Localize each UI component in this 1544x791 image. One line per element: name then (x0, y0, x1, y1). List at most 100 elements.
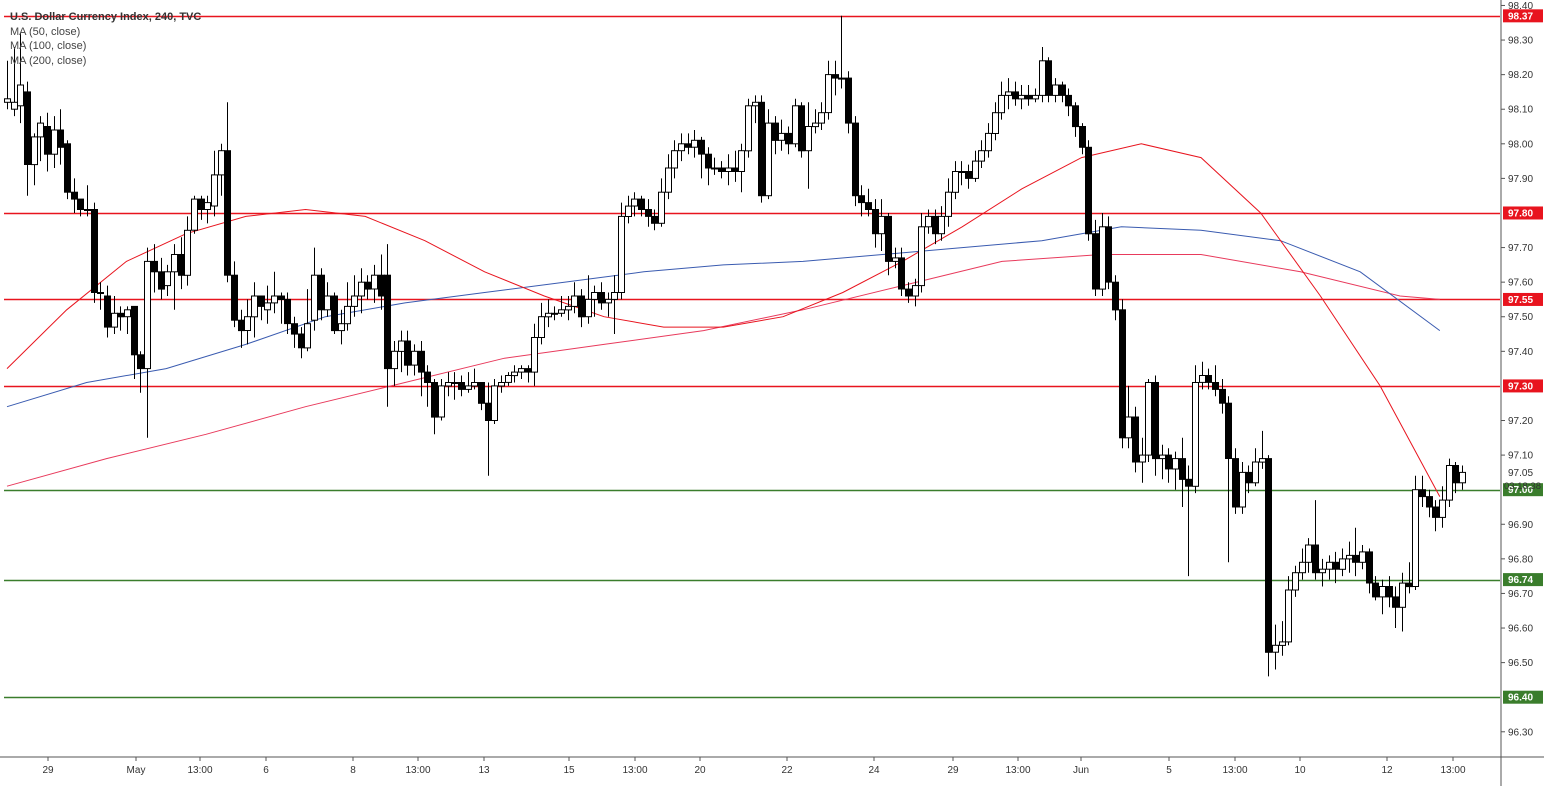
candle-bullish[interactable] (665, 167, 672, 193)
candle-bearish[interactable] (645, 209, 652, 217)
candle-bearish[interactable] (1179, 458, 1186, 480)
candle-bullish[interactable] (531, 337, 538, 373)
candle-bearish[interactable] (478, 382, 485, 404)
candle-bearish[interactable] (131, 305, 138, 356)
candle-bullish[interactable] (1039, 60, 1046, 96)
candle-bearish[interactable] (852, 122, 859, 197)
candle-bullish[interactable] (812, 122, 819, 128)
candle-bullish[interactable] (445, 382, 452, 387)
candle-bullish[interactable] (778, 132, 785, 141)
candle-bearish[interactable] (772, 122, 779, 141)
candle-bullish[interactable] (938, 215, 945, 235)
candle-bearish[interactable] (525, 368, 532, 373)
candle-bullish[interactable] (671, 150, 678, 169)
candle-bullish[interactable] (1172, 458, 1179, 470)
candle-bullish[interactable] (1399, 582, 1406, 608)
candle-bullish[interactable] (271, 295, 278, 304)
candle-bearish[interactable] (1352, 554, 1359, 563)
ma100-legend[interactable]: MA (100, close) (10, 40, 87, 52)
candle-bullish[interactable] (992, 112, 999, 134)
candle-bearish[interactable] (1265, 458, 1272, 653)
candle-bullish[interactable] (945, 191, 952, 217)
level-price-badge[interactable] (1503, 206, 1543, 220)
candle-bearish[interactable] (224, 150, 231, 276)
candle-bullish[interactable] (438, 385, 445, 418)
candle-bullish[interactable] (972, 160, 979, 179)
candle-bearish[interactable] (1119, 309, 1126, 439)
candle-bullish[interactable] (144, 260, 151, 370)
candle-bearish[interactable] (1205, 375, 1212, 383)
candle-bearish[interactable] (1366, 551, 1373, 584)
candle-bearish[interactable] (758, 101, 765, 197)
level-price-badge[interactable] (1503, 292, 1543, 306)
candle-bullish[interactable] (498, 382, 505, 387)
candle-bullish[interactable] (371, 274, 378, 290)
candle-bullish[interactable] (211, 174, 218, 207)
candle-bearish[interactable] (872, 209, 879, 235)
candle-bullish[interactable] (344, 305, 351, 325)
candle-bullish[interactable] (338, 323, 345, 332)
candle-bullish[interactable] (398, 340, 405, 352)
candle-bearish[interactable] (732, 167, 739, 172)
candle-bullish[interactable] (491, 385, 498, 421)
candle-bearish[interactable] (258, 295, 265, 307)
candle-bearish[interactable] (705, 153, 712, 169)
candle-bullish[interactable] (31, 136, 38, 166)
candle-bearish[interactable] (284, 298, 291, 325)
candle-bearish[interactable] (1105, 226, 1112, 283)
candle-bearish[interactable] (1079, 126, 1086, 148)
candle-bearish[interactable] (178, 254, 185, 276)
ma50-legend[interactable]: MA (50, close) (10, 25, 81, 38)
candle-bearish[interactable] (1386, 586, 1393, 598)
candle-bullish[interactable] (171, 254, 178, 273)
candle-bearish[interactable] (1132, 416, 1139, 463)
candle-bullish[interactable] (585, 298, 592, 318)
candle-bearish[interactable] (238, 319, 245, 332)
candle-bearish[interactable] (231, 274, 238, 321)
candle-bearish[interactable] (1212, 382, 1219, 390)
candle-bullish[interactable] (391, 350, 398, 370)
candle-bearish[interactable] (1072, 105, 1079, 128)
candle-bearish[interactable] (1165, 454, 1172, 470)
candle-bullish[interactable] (1099, 226, 1106, 290)
candle-bearish[interactable] (578, 295, 585, 318)
candle-bearish[interactable] (798, 105, 805, 152)
candle-bullish[interactable] (1326, 561, 1333, 570)
candle-bearish[interactable] (1059, 84, 1066, 96)
candle-bearish[interactable] (291, 323, 298, 335)
time-scale[interactable]: 29 May 13:00 6 8 13:00 13 15 13:00 20 22 24 29 13:00 J… (0, 756, 1544, 776)
candle-bullish[interactable] (51, 129, 58, 155)
candle-bullish[interactable] (218, 150, 225, 176)
price-scale[interactable]: 98.40 98.30 98.20 98.10 98.00 97.90 97.70 97.60… (1500, 0, 1543, 786)
candle-bullish[interactable] (1279, 641, 1286, 646)
candle-bullish[interactable] (1199, 375, 1206, 383)
candle-bullish[interactable] (738, 150, 745, 172)
candle-bullish[interactable] (1018, 94, 1025, 100)
candle-bullish[interactable] (1139, 454, 1146, 463)
candle-bearish[interactable] (404, 340, 411, 366)
candle-bullish[interactable] (37, 122, 44, 138)
candle-bullish[interactable] (465, 385, 472, 390)
candle-bullish[interactable] (1292, 572, 1299, 591)
candle-bullish[interactable] (958, 171, 965, 173)
candle-bullish[interactable] (805, 126, 812, 152)
candle-bullish[interactable] (97, 292, 104, 294)
candle-bearish[interactable] (598, 292, 605, 304)
candle-bearish[interactable] (1045, 60, 1052, 96)
candle-bullish[interactable] (565, 305, 572, 311)
candle-bullish[interactable] (351, 295, 358, 307)
candle-bearish[interactable] (1112, 281, 1119, 311)
candle-bearish[interactable] (965, 171, 972, 179)
candle-bearish[interactable] (485, 402, 492, 422)
candle-bullish[interactable] (711, 167, 718, 170)
candle-bullish[interactable] (1299, 561, 1306, 574)
candle-bullish[interactable] (925, 215, 932, 228)
candle-bullish[interactable] (1052, 84, 1059, 96)
candle-bearish[interactable] (1185, 478, 1192, 487)
level-price-badge[interactable] (1503, 483, 1543, 497)
candle-bullish[interactable] (324, 295, 331, 311)
candle-bullish[interactable] (304, 323, 311, 349)
candle-bullish[interactable] (1305, 544, 1312, 563)
candle-bearish[interactable] (1312, 544, 1319, 574)
